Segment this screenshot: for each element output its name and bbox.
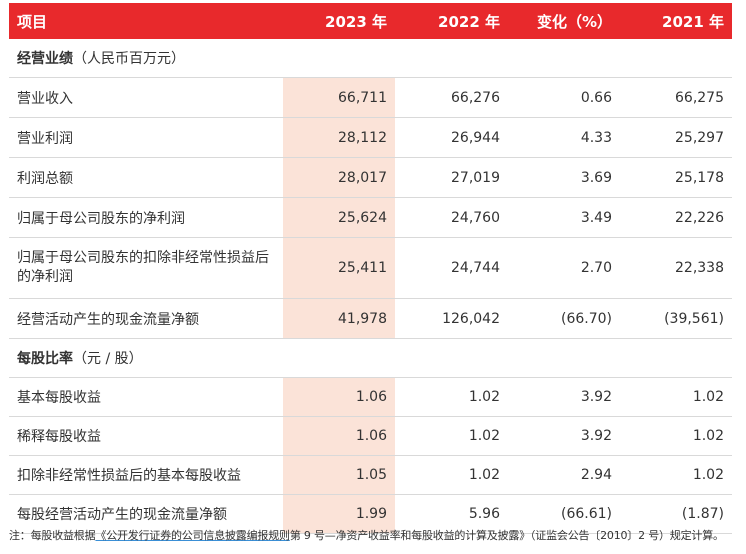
table-row: 每股经营活动产生的现金流量净额 1.99 5.96 (66.61) (1.87) <box>9 494 732 534</box>
row-label: 营业利润 <box>9 117 283 158</box>
value-2022: 24,760 <box>395 197 508 238</box>
row-label: 营业收入 <box>9 77 283 118</box>
table-row: 基本每股收益 1.06 1.02 3.92 1.02 <box>9 377 732 417</box>
value-2021: 22,338 <box>620 237 732 299</box>
table-row: 营业收入 66,711 66,276 0.66 66,275 <box>9 77 732 118</box>
value-2022: 126,042 <box>395 298 508 339</box>
value-2023: 25,624 <box>283 197 395 238</box>
value-change: 3.69 <box>508 157 620 198</box>
value-2023: 41,978 <box>283 298 395 339</box>
section-unit: （元 / 股） <box>73 351 143 367</box>
section-title: 经营业绩（人民币百万元） <box>9 39 732 78</box>
row-label: 归属于母公司股东的扣除非经常性损益后的净利润 <box>9 237 283 299</box>
section-title: 每股比率（元 / 股） <box>9 338 732 378</box>
value-change: (66.70) <box>508 298 620 339</box>
header-change: 变化（%） <box>508 3 620 39</box>
section-unit: （人民币百万元） <box>73 51 185 67</box>
value-2021: 1.02 <box>620 416 732 456</box>
value-change: (66.61) <box>508 494 620 534</box>
header-item: 项目 <box>9 3 283 39</box>
value-2022: 1.02 <box>395 455 508 495</box>
table-row: 利润总额 28,017 27,019 3.69 25,178 <box>9 157 732 198</box>
value-change: 3.49 <box>508 197 620 238</box>
row-label: 稀释每股收益 <box>9 416 283 456</box>
value-2021: 1.02 <box>620 455 732 495</box>
value-2021: 25,178 <box>620 157 732 198</box>
footnote-prefix: 注：每股收益根据 <box>9 529 96 542</box>
footnote: 注：每股收益根据《公开发行证券的公司信息披露编报规则第 9 号—净资产收益率和每… <box>9 527 744 543</box>
row-label: 归属于母公司股东的净利润 <box>9 197 283 238</box>
value-2021: (39,561) <box>620 298 732 339</box>
value-2023: 1.99 <box>283 494 395 534</box>
value-2023: 25,411 <box>283 237 395 299</box>
table-row: 归属于母公司股东的净利润 25,624 24,760 3.49 22,226 <box>9 197 732 238</box>
value-2023: 1.06 <box>283 416 395 456</box>
value-2023: 66,711 <box>283 77 395 118</box>
value-2022: 24,744 <box>395 237 508 299</box>
value-2021: 66,275 <box>620 77 732 118</box>
value-2022: 1.02 <box>395 377 508 417</box>
table-row: 稀释每股收益 1.06 1.02 3.92 1.02 <box>9 416 732 456</box>
table-row: 营业利润 28,112 26,944 4.33 25,297 <box>9 117 732 158</box>
table-row: 经营活动产生的现金流量净额 41,978 126,042 (66.70) (39… <box>9 298 732 339</box>
row-label: 经营活动产生的现金流量净额 <box>9 298 283 339</box>
value-2022: 5.96 <box>395 494 508 534</box>
section-name: 经营业绩 <box>17 51 73 67</box>
value-2022: 27,019 <box>395 157 508 198</box>
table-row: 扣除非经常性损益后的基本每股收益 1.05 1.02 2.94 1.02 <box>9 455 732 495</box>
section-performance: 经营业绩（人民币百万元） <box>9 39 732 78</box>
value-change: 2.70 <box>508 237 620 299</box>
row-label: 基本每股收益 <box>9 377 283 417</box>
table-row: 归属于母公司股东的扣除非经常性损益后的净利润 25,411 24,744 2.7… <box>9 237 732 299</box>
value-2021: 1.02 <box>620 377 732 417</box>
header-2021: 2021 年 <box>620 3 732 39</box>
value-2023: 28,112 <box>283 117 395 158</box>
header-row: 项目 2023 年 2022 年 变化（%） 2021 年 <box>9 3 732 39</box>
value-2023: 28,017 <box>283 157 395 198</box>
value-2023: 1.06 <box>283 377 395 417</box>
value-change: 4.33 <box>508 117 620 158</box>
footnote-suffix: 第 9 号—净资产收益率和每股收益的计算及披露》（证监会公告〔2010〕2 号）… <box>289 529 724 542</box>
financial-table: 项目 2023 年 2022 年 变化（%） 2021 年 经营业绩（人民币百万… <box>9 3 732 534</box>
value-2022: 1.02 <box>395 416 508 456</box>
footnote-link[interactable]: 《公开发行证券的公司信息披露编报规则 <box>95 529 290 542</box>
section-per-share: 每股比率（元 / 股） <box>9 338 732 378</box>
value-2021: 25,297 <box>620 117 732 158</box>
value-2021: (1.87) <box>620 494 732 534</box>
value-change: 3.92 <box>508 377 620 417</box>
value-2023: 1.05 <box>283 455 395 495</box>
value-2022: 66,276 <box>395 77 508 118</box>
row-label: 利润总额 <box>9 157 283 198</box>
header-2023: 2023 年 <box>283 3 395 39</box>
value-2022: 26,944 <box>395 117 508 158</box>
value-change: 2.94 <box>508 455 620 495</box>
value-change: 3.92 <box>508 416 620 456</box>
row-label: 每股经营活动产生的现金流量净额 <box>9 494 283 534</box>
value-change: 0.66 <box>508 77 620 118</box>
section-name: 每股比率 <box>17 351 73 367</box>
header-2022: 2022 年 <box>395 3 508 39</box>
value-2021: 22,226 <box>620 197 732 238</box>
row-label: 扣除非经常性损益后的基本每股收益 <box>9 455 283 495</box>
